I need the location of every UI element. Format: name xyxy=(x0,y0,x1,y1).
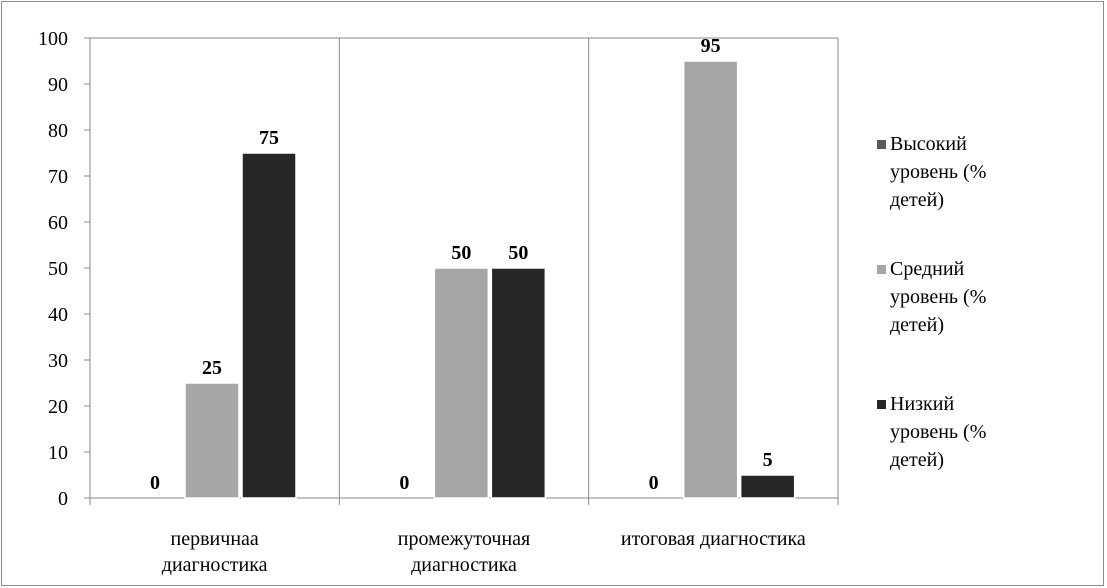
legend-label: детей) xyxy=(890,189,944,211)
y-tick-label: 70 xyxy=(48,166,68,188)
data-label: 0 xyxy=(399,472,409,494)
data-label: 5 xyxy=(763,449,773,471)
legend-label: детей) xyxy=(890,314,944,336)
y-tick-label: 20 xyxy=(48,396,68,418)
y-tick-label: 60 xyxy=(48,212,68,234)
x-category-label: первичнаа xyxy=(171,528,259,550)
data-label: 0 xyxy=(649,472,659,494)
legend-swatch xyxy=(877,140,886,149)
bar xyxy=(433,267,490,499)
y-tick-label: 0 xyxy=(58,488,68,510)
y-tick-label: 100 xyxy=(38,28,68,50)
x-category-label: итоговая диагностика xyxy=(621,528,806,550)
y-tick-label: 40 xyxy=(48,304,68,326)
legend-label: уровень (% xyxy=(890,161,986,183)
y-tick-label: 30 xyxy=(48,350,68,372)
legend-label: уровень (% xyxy=(890,421,986,443)
bar xyxy=(184,382,240,499)
x-category-label: диагностика xyxy=(162,554,268,576)
legend-swatch xyxy=(877,400,886,409)
y-tick-label: 80 xyxy=(48,120,68,142)
data-label: 75 xyxy=(259,127,279,149)
bar xyxy=(241,152,297,499)
data-label: 50 xyxy=(451,242,471,264)
data-label: 50 xyxy=(508,242,528,264)
legend-label: Средний xyxy=(890,258,965,280)
data-label: 95 xyxy=(701,35,721,57)
bar xyxy=(490,267,547,499)
y-tick-label: 50 xyxy=(48,258,68,280)
x-category-label: промежуточная xyxy=(398,528,530,550)
x-category-label: диагностика xyxy=(411,554,517,576)
y-tick-label: 90 xyxy=(48,74,68,96)
legend-label: Высокий xyxy=(890,133,967,155)
legend-swatch xyxy=(877,265,886,274)
y-tick-label: 10 xyxy=(48,442,68,464)
legend-label: детей) xyxy=(890,449,944,471)
legend-label: уровень (% xyxy=(890,286,986,308)
data-label: 25 xyxy=(202,357,222,379)
data-label: 0 xyxy=(150,472,160,494)
bar xyxy=(682,60,739,499)
legend-label: Низкий xyxy=(890,393,954,415)
bar xyxy=(739,474,796,499)
